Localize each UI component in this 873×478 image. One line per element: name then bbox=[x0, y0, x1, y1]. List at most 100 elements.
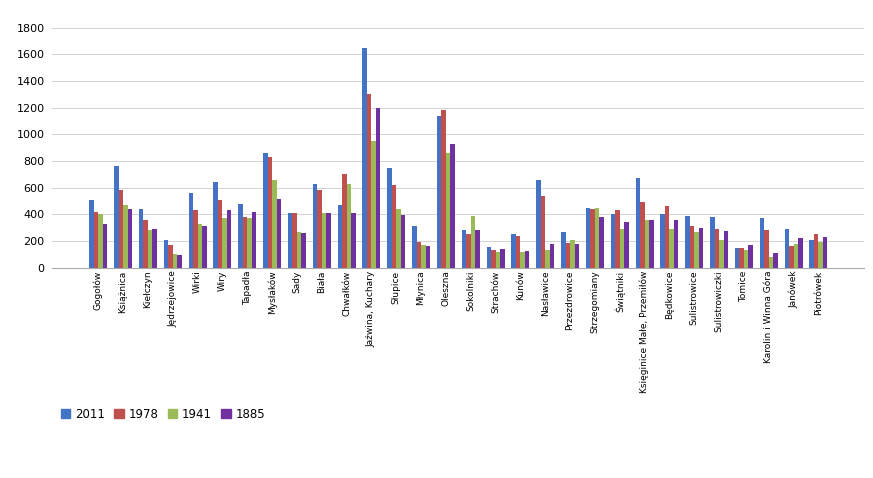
Bar bbox=[218, 200, 223, 268]
Bar bbox=[719, 239, 724, 268]
Bar bbox=[317, 190, 322, 268]
Bar bbox=[338, 205, 342, 268]
Bar bbox=[823, 237, 828, 268]
Bar bbox=[227, 210, 231, 268]
Bar bbox=[342, 174, 347, 268]
Bar bbox=[153, 229, 157, 268]
Bar bbox=[649, 220, 654, 268]
Bar bbox=[739, 248, 744, 268]
Bar bbox=[724, 231, 728, 268]
Bar bbox=[744, 250, 748, 268]
Bar bbox=[148, 230, 153, 268]
Bar bbox=[247, 218, 251, 268]
Bar bbox=[624, 222, 629, 268]
Bar bbox=[611, 214, 615, 268]
Bar bbox=[263, 153, 268, 268]
Bar bbox=[540, 196, 546, 268]
Bar bbox=[769, 257, 773, 268]
Bar bbox=[520, 252, 525, 268]
Bar bbox=[268, 157, 272, 268]
Bar bbox=[661, 214, 665, 268]
Bar bbox=[748, 245, 753, 268]
Bar bbox=[710, 217, 715, 268]
Bar bbox=[785, 229, 789, 268]
Bar bbox=[466, 234, 471, 268]
Bar bbox=[512, 234, 516, 268]
Bar bbox=[327, 213, 331, 268]
Bar bbox=[694, 232, 698, 268]
Bar bbox=[223, 218, 227, 268]
Bar bbox=[735, 249, 739, 268]
Bar bbox=[292, 213, 297, 268]
Bar bbox=[615, 210, 620, 268]
Bar bbox=[376, 108, 381, 268]
Bar bbox=[197, 224, 202, 268]
Bar bbox=[665, 206, 670, 268]
Bar bbox=[202, 227, 207, 268]
Bar bbox=[401, 215, 405, 268]
Bar bbox=[789, 246, 794, 268]
Bar bbox=[636, 178, 640, 268]
Bar bbox=[313, 184, 317, 268]
Bar bbox=[475, 230, 479, 268]
Bar bbox=[462, 230, 466, 268]
Bar bbox=[89, 200, 93, 268]
Bar bbox=[640, 202, 644, 268]
Bar bbox=[566, 243, 570, 268]
Bar bbox=[814, 234, 818, 268]
Bar bbox=[388, 168, 392, 268]
Legend: 2011, 1978, 1941, 1885: 2011, 1978, 1941, 1885 bbox=[58, 405, 267, 423]
Bar bbox=[670, 229, 674, 268]
Bar bbox=[238, 204, 243, 268]
Bar bbox=[168, 245, 173, 268]
Bar bbox=[437, 116, 442, 268]
Bar bbox=[471, 216, 475, 268]
Bar bbox=[570, 239, 574, 268]
Bar bbox=[698, 228, 703, 268]
Bar bbox=[114, 166, 119, 268]
Bar bbox=[119, 190, 123, 268]
Bar bbox=[322, 213, 327, 268]
Bar bbox=[809, 239, 814, 268]
Bar bbox=[760, 218, 764, 268]
Bar bbox=[620, 229, 624, 268]
Bar bbox=[442, 110, 446, 268]
Bar bbox=[491, 250, 496, 268]
Bar bbox=[103, 224, 107, 268]
Bar bbox=[525, 251, 529, 268]
Bar bbox=[143, 220, 148, 268]
Bar bbox=[193, 210, 197, 268]
Bar bbox=[93, 212, 99, 268]
Bar bbox=[644, 220, 649, 268]
Bar bbox=[536, 180, 540, 268]
Bar bbox=[396, 209, 401, 268]
Bar bbox=[367, 94, 371, 268]
Bar bbox=[590, 209, 595, 268]
Bar bbox=[496, 252, 500, 268]
Bar bbox=[574, 244, 579, 268]
Bar bbox=[586, 207, 590, 268]
Bar bbox=[127, 209, 132, 268]
Bar bbox=[251, 212, 256, 268]
Bar bbox=[561, 232, 566, 268]
Bar bbox=[288, 213, 292, 268]
Bar bbox=[416, 242, 421, 268]
Bar bbox=[297, 232, 301, 268]
Bar bbox=[362, 48, 367, 268]
Bar bbox=[600, 217, 604, 268]
Bar bbox=[794, 244, 798, 268]
Bar bbox=[412, 227, 416, 268]
Bar bbox=[773, 253, 778, 268]
Bar bbox=[272, 180, 277, 268]
Bar bbox=[685, 216, 690, 268]
Bar bbox=[690, 227, 694, 268]
Bar bbox=[421, 245, 425, 268]
Bar bbox=[177, 255, 182, 268]
Bar bbox=[99, 214, 103, 268]
Bar bbox=[351, 213, 355, 268]
Bar bbox=[371, 141, 376, 268]
Bar bbox=[500, 249, 505, 268]
Bar bbox=[164, 239, 168, 268]
Bar bbox=[173, 254, 177, 268]
Bar bbox=[450, 144, 455, 268]
